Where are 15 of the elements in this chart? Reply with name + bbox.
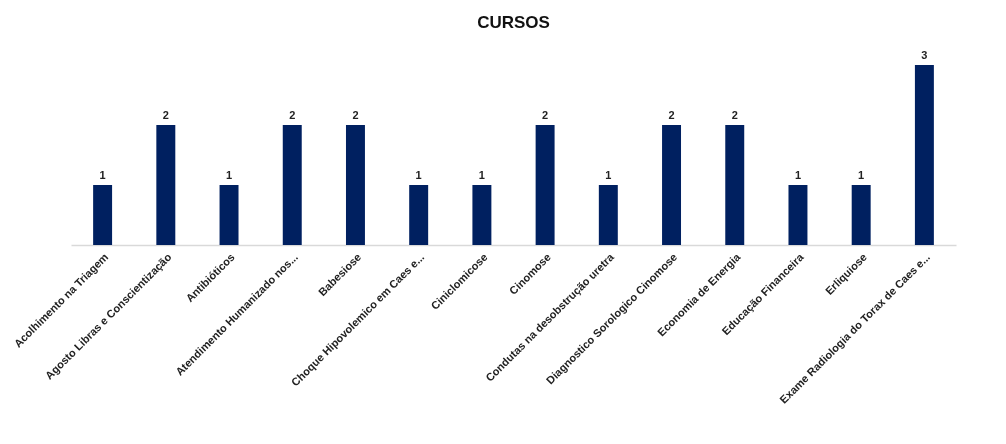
data-label: 2 <box>289 109 296 121</box>
data-label: 2 <box>162 109 169 121</box>
data-label: 1 <box>858 169 865 181</box>
data-label: 1 <box>99 169 106 181</box>
chart-title: CURSOS <box>477 13 550 32</box>
data-label: 1 <box>415 169 422 181</box>
data-label: 1 <box>478 169 485 181</box>
data-label: 1 <box>225 169 233 181</box>
data-label: 2 <box>668 109 675 121</box>
data-label: 1 <box>605 169 612 181</box>
data-label: 2 <box>731 109 738 121</box>
data-label: 2 <box>542 109 549 121</box>
data-label: 2 <box>352 109 359 121</box>
data-label: 1 <box>794 169 802 181</box>
data-label: 3 <box>921 49 928 61</box>
